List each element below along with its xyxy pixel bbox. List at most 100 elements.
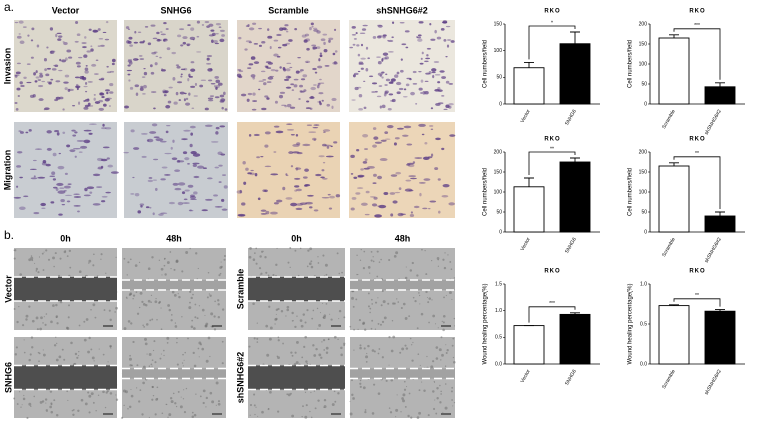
texture <box>387 302 390 305</box>
texture <box>221 362 224 365</box>
cell <box>415 35 419 39</box>
cell <box>210 29 215 32</box>
texture <box>145 323 149 326</box>
cell <box>394 74 399 78</box>
texture <box>30 256 34 260</box>
texture <box>359 379 362 382</box>
cell <box>190 85 196 88</box>
texture <box>443 266 447 270</box>
texture <box>356 273 358 276</box>
texture <box>302 313 305 316</box>
texture <box>365 355 369 359</box>
texture <box>35 316 39 320</box>
cell <box>84 36 87 39</box>
error-bar <box>669 304 679 306</box>
texture <box>109 345 112 348</box>
texture <box>28 402 32 406</box>
texture <box>299 247 302 250</box>
cell <box>296 203 304 206</box>
texture <box>13 257 16 260</box>
texture <box>63 358 66 361</box>
texture <box>178 295 181 299</box>
texture <box>317 328 319 330</box>
texture <box>289 266 291 269</box>
cell <box>207 177 213 180</box>
cell <box>358 93 363 98</box>
texture <box>404 276 408 280</box>
texture <box>304 335 308 339</box>
texture <box>377 352 380 355</box>
texture <box>151 256 154 259</box>
texture <box>388 336 391 339</box>
cell <box>25 131 29 134</box>
texture <box>182 398 185 400</box>
texture <box>371 319 374 322</box>
cell <box>294 185 300 188</box>
cell <box>55 187 59 192</box>
texture <box>403 380 406 383</box>
texture <box>308 262 312 266</box>
cell <box>381 71 385 74</box>
cell <box>155 55 159 57</box>
cell <box>398 187 402 191</box>
cell <box>215 33 219 35</box>
y-tick-label: 150 <box>494 21 503 27</box>
cell <box>406 77 411 80</box>
texture <box>396 298 398 300</box>
texture <box>363 250 366 253</box>
texture <box>259 255 262 258</box>
cell <box>442 184 450 188</box>
texture <box>192 351 195 355</box>
cell <box>158 213 164 216</box>
texture <box>388 364 390 366</box>
cell <box>283 78 290 81</box>
cell <box>441 76 447 79</box>
chart-title: RKO <box>689 9 705 15</box>
cell <box>396 127 404 130</box>
texture <box>441 320 443 323</box>
cell <box>170 146 173 150</box>
texture <box>217 315 221 319</box>
texture <box>25 318 28 321</box>
texture <box>127 407 129 410</box>
texture <box>371 349 375 352</box>
texture <box>309 410 311 413</box>
cell <box>180 73 183 76</box>
texture <box>401 347 405 351</box>
cell <box>58 69 63 72</box>
cell <box>160 69 166 72</box>
cell <box>437 178 441 181</box>
cell <box>153 51 158 54</box>
cell <box>431 71 436 74</box>
cell <box>182 151 188 155</box>
texture <box>151 385 154 389</box>
cell <box>39 74 44 78</box>
cell <box>45 163 51 167</box>
cell <box>418 123 426 127</box>
texture <box>286 305 290 309</box>
cell <box>78 101 81 105</box>
cell <box>140 133 148 135</box>
cell <box>281 104 287 106</box>
cell <box>312 127 319 129</box>
texture <box>166 403 168 405</box>
cell <box>360 202 368 206</box>
cell <box>357 70 361 73</box>
texture <box>277 339 280 342</box>
cell <box>440 28 445 31</box>
texture <box>176 341 178 344</box>
texture <box>381 356 384 359</box>
cell <box>282 186 286 191</box>
texture <box>375 301 378 304</box>
cell <box>245 167 249 171</box>
texture <box>426 297 428 299</box>
cell <box>54 64 59 68</box>
cell <box>383 192 389 196</box>
cell <box>39 72 43 75</box>
cell <box>56 32 62 35</box>
cell <box>126 69 133 72</box>
texture <box>435 412 438 415</box>
cell <box>289 106 296 109</box>
cell <box>406 162 415 165</box>
cell <box>364 158 368 162</box>
